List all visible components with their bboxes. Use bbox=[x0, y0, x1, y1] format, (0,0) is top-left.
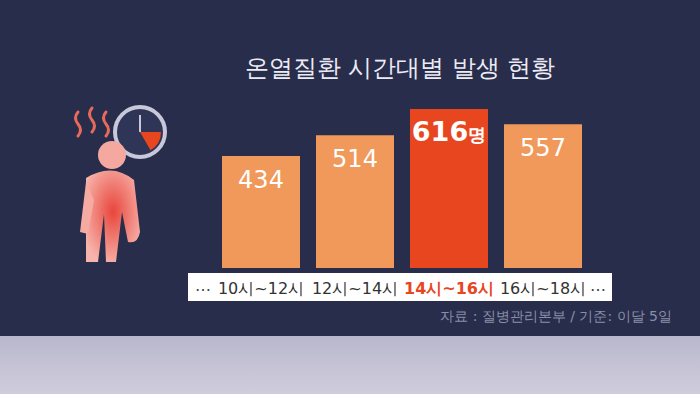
svg-text:434: 434 bbox=[238, 166, 284, 194]
svg-text:10시~12시: 10시~12시 bbox=[218, 279, 304, 298]
svg-text:12시~14시: 12시~14시 bbox=[312, 279, 398, 298]
svg-text:16시~18시: 16시~18시 bbox=[500, 279, 586, 298]
html-text:온열질환 시간대별 발생 현황: 온열질환 시간대별 발생 현황 bbox=[244, 54, 556, 82]
svg-text:514: 514 bbox=[332, 145, 378, 173]
html-text:자료 : 질병관리본부 / 기준: 이달 5일: 자료 : 질병관리본부 / 기준: 이달 5일 bbox=[440, 308, 672, 324]
svg-text:557: 557 bbox=[520, 134, 566, 162]
svg-text:14시~16시: 14시~16시 bbox=[404, 279, 494, 298]
svg-text:616명: 616명 bbox=[412, 116, 486, 147]
